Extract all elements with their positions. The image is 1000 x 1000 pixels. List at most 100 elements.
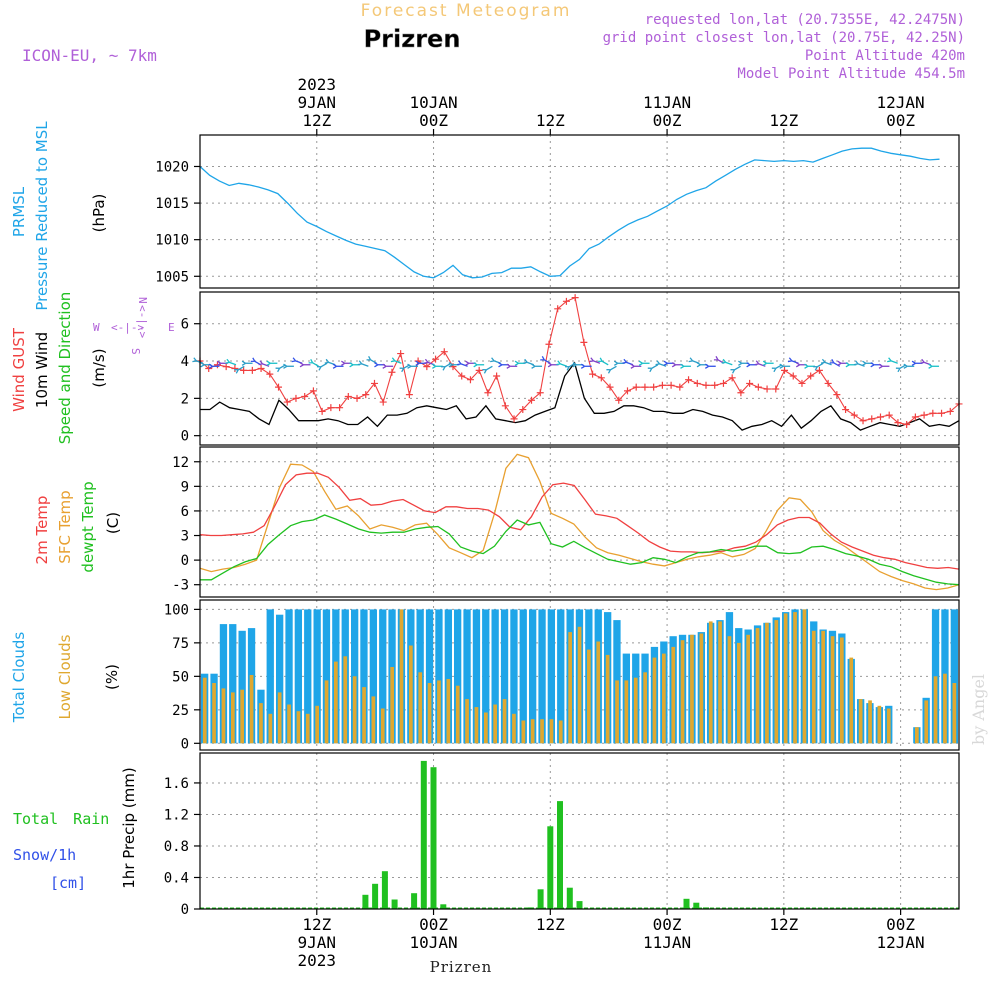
wind-gust-marker bbox=[266, 370, 274, 378]
wind-direction-arrowhead bbox=[324, 358, 330, 364]
wind-direction-arrowhead bbox=[680, 363, 685, 369]
pressure-grid bbox=[200, 135, 959, 288]
wind-direction-arrowhead bbox=[506, 363, 511, 369]
low-cloud-bar bbox=[277, 692, 282, 744]
wind-gust-marker bbox=[842, 406, 850, 414]
precip-panel: 0 0.4 0.8 1.2 1.6 bbox=[164, 752, 960, 918]
low-cloud-bar bbox=[484, 712, 488, 744]
wind-compass: N S W E <-|-> <-|-> bbox=[93, 297, 175, 355]
low-cloud-bar bbox=[755, 628, 760, 744]
wind-direction-arrowhead bbox=[671, 362, 676, 368]
wind-direction-arrowhead bbox=[713, 355, 719, 361]
low-cloud-bar bbox=[493, 704, 497, 744]
wind-direction-arrowhead bbox=[647, 367, 653, 373]
wind-gust-marker bbox=[911, 413, 919, 421]
wind-direction-arrow bbox=[394, 360, 402, 364]
wind-gust-marker bbox=[702, 381, 710, 389]
time-label: 12Z bbox=[536, 915, 565, 934]
rain-bar bbox=[391, 899, 398, 909]
wind-gust-marker bbox=[623, 387, 631, 395]
wind-gust-marker bbox=[484, 389, 492, 397]
wind-gust-marker bbox=[231, 365, 239, 372]
wind-direction-arrowhead bbox=[540, 355, 545, 361]
wind-direction-arrowhead bbox=[829, 358, 835, 364]
low-cloud-bar bbox=[521, 720, 526, 744]
low-cloud-bar bbox=[530, 719, 535, 744]
wind-gust-marker bbox=[597, 374, 605, 382]
wind-direction-arrowhead bbox=[341, 360, 346, 366]
wind-direction-arrowhead bbox=[332, 363, 337, 369]
rain-bar bbox=[362, 894, 369, 909]
wind-gust-marker bbox=[501, 402, 509, 410]
time-label: 12Z bbox=[536, 111, 565, 130]
wind-gust-marker bbox=[370, 379, 378, 387]
pressure-label-desc: Pressure Reduced to MSL bbox=[33, 121, 51, 311]
low-cloud-bar bbox=[830, 636, 835, 744]
wind-gust-marker bbox=[475, 366, 483, 374]
low-cloud-bar bbox=[352, 676, 357, 744]
total-cloud-bar bbox=[500, 609, 509, 744]
low-cloud-bar bbox=[399, 609, 404, 744]
time-label: 9JAN bbox=[298, 93, 337, 112]
wind-direction-arrowhead bbox=[746, 362, 751, 368]
y-tick-label: 0.4 bbox=[164, 870, 189, 886]
wind-gust-marker bbox=[493, 372, 501, 380]
total-cloud-bar bbox=[379, 609, 387, 744]
rain-bar bbox=[430, 767, 437, 909]
pressure-frame bbox=[199, 134, 960, 289]
wind-direction-arrowhead bbox=[523, 358, 528, 364]
requested-coords: requested lon,lat (20.7355E, 42.2475N) bbox=[645, 12, 965, 28]
wind-direction-arrowhead bbox=[762, 360, 767, 366]
temp-2m-label: 2m Temp bbox=[33, 496, 51, 565]
low-cloud-bar bbox=[587, 649, 591, 744]
rain-bar bbox=[372, 883, 379, 909]
y-tick-label: 75 bbox=[172, 636, 189, 652]
temperature-grid bbox=[200, 447, 959, 597]
low-cloud-bar bbox=[877, 705, 882, 744]
wind-gust-marker bbox=[894, 419, 902, 427]
total-cloud-bar bbox=[322, 609, 331, 744]
total-cloud-bar bbox=[538, 609, 546, 744]
y-tick-label: 2 bbox=[181, 391, 189, 407]
wind-axis-titles: Wind GUST 10m Wind Speed and Direction (… bbox=[10, 292, 108, 445]
precip-axis-titles: Total Rain Snow/1h [cm] 1hr Precip (mm) bbox=[13, 767, 138, 892]
wind-direction-arrowhead bbox=[234, 369, 239, 374]
y-tick-label: 50 bbox=[172, 669, 189, 685]
wind-direction-arrowhead bbox=[208, 363, 213, 369]
wind-gust-marker bbox=[536, 389, 544, 397]
wind-gust-marker bbox=[301, 392, 309, 400]
wind-gust-marker bbox=[711, 381, 719, 389]
rain-bar bbox=[566, 887, 573, 909]
wind-gust-marker bbox=[528, 396, 536, 404]
y-tick-label: 1.2 bbox=[164, 807, 189, 823]
temperature-axis-titles: 2m Temp SFC Temp dewpt Temp (C) bbox=[33, 481, 122, 572]
wind-gust-marker bbox=[746, 379, 754, 387]
low-cloud-bar bbox=[858, 699, 863, 744]
low-cloud-bar bbox=[868, 700, 872, 744]
wind-gust-marker bbox=[824, 379, 832, 387]
total-cloud-bar bbox=[950, 609, 958, 744]
wind-direction-arrowhead bbox=[432, 363, 437, 369]
wind-direction-arrowhead bbox=[779, 363, 784, 369]
wind-panel: 0 2 4 6 bbox=[181, 291, 963, 446]
snow-label: Snow/1h bbox=[13, 846, 76, 864]
rain-bar bbox=[693, 902, 700, 909]
wind-gust-marker bbox=[283, 398, 291, 406]
low-cloud-bar bbox=[652, 657, 657, 744]
low-cloud-bar bbox=[418, 672, 423, 744]
y-tick-label: 100 bbox=[164, 602, 189, 618]
wind-direction-arrow bbox=[312, 362, 320, 367]
cloud-bars bbox=[201, 609, 958, 744]
pressure-axis-titles: PRMSL Pressure Reduced to MSL (hPa) bbox=[10, 121, 108, 311]
low-cloud-bar bbox=[259, 703, 263, 744]
dewpt-temp-line bbox=[200, 514, 960, 586]
time-label: 00Z bbox=[886, 915, 915, 934]
y-tick-label: 3 bbox=[181, 529, 189, 545]
low-cloud-bar bbox=[690, 634, 694, 744]
wind-direction-arrowhead bbox=[423, 358, 429, 364]
wind-direction-arrowhead bbox=[366, 355, 372, 361]
wind-direction-arrow bbox=[833, 362, 841, 367]
wind-gust-marker bbox=[589, 370, 597, 378]
wind-gust-marker bbox=[205, 365, 213, 372]
low-clouds-label: Low Clouds bbox=[56, 634, 74, 719]
